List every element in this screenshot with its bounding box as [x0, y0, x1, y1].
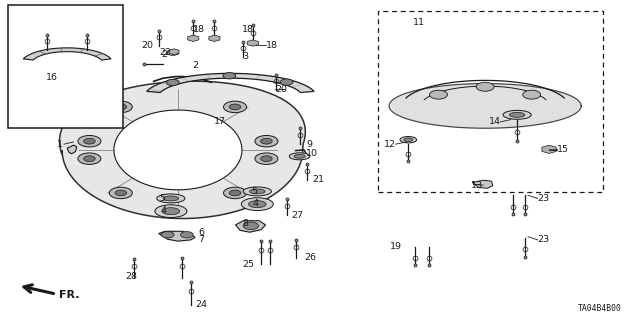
Polygon shape	[67, 145, 77, 154]
Polygon shape	[24, 48, 111, 60]
Text: 18: 18	[193, 25, 205, 34]
Ellipse shape	[289, 153, 310, 160]
Text: 17: 17	[214, 117, 227, 126]
Ellipse shape	[162, 208, 180, 215]
Polygon shape	[167, 49, 179, 56]
Text: 22: 22	[159, 48, 172, 57]
Polygon shape	[236, 221, 266, 232]
Text: 4: 4	[253, 199, 259, 208]
Polygon shape	[159, 231, 195, 241]
Circle shape	[260, 156, 272, 161]
Ellipse shape	[250, 189, 265, 194]
Ellipse shape	[294, 154, 305, 158]
Text: 3: 3	[242, 52, 248, 61]
Text: 28: 28	[125, 272, 138, 281]
Text: FR.: FR.	[59, 290, 79, 300]
Ellipse shape	[163, 196, 179, 201]
Text: 19: 19	[390, 242, 402, 251]
Text: 5: 5	[252, 187, 257, 196]
Circle shape	[84, 138, 95, 144]
Ellipse shape	[157, 194, 185, 203]
Text: 15: 15	[557, 145, 569, 154]
Ellipse shape	[243, 187, 271, 196]
Text: 21: 21	[312, 175, 324, 184]
Bar	[378, 11, 603, 192]
Text: 20: 20	[275, 85, 287, 94]
Text: 23: 23	[538, 235, 550, 244]
Circle shape	[260, 138, 272, 144]
Circle shape	[523, 90, 541, 99]
Circle shape	[109, 101, 132, 113]
Text: TA04B4B00: TA04B4B00	[578, 304, 622, 313]
Text: 5: 5	[159, 194, 165, 203]
Bar	[8, 5, 123, 128]
Circle shape	[243, 222, 259, 230]
Polygon shape	[472, 180, 493, 188]
Ellipse shape	[404, 138, 413, 142]
Circle shape	[229, 104, 241, 110]
Circle shape	[78, 153, 101, 164]
Text: 24: 24	[195, 300, 207, 309]
Polygon shape	[247, 40, 259, 46]
Circle shape	[223, 73, 236, 79]
Ellipse shape	[509, 112, 525, 117]
Ellipse shape	[503, 110, 531, 119]
Polygon shape	[188, 35, 199, 41]
Polygon shape	[542, 145, 556, 153]
Ellipse shape	[248, 201, 266, 208]
Polygon shape	[147, 73, 314, 93]
Text: 26: 26	[304, 253, 316, 262]
Circle shape	[255, 153, 278, 164]
Text: 12: 12	[383, 140, 396, 149]
Text: 25: 25	[243, 260, 255, 269]
Ellipse shape	[400, 137, 417, 143]
Text: 11: 11	[413, 18, 425, 27]
Circle shape	[78, 136, 101, 147]
Polygon shape	[169, 49, 179, 55]
Circle shape	[166, 79, 179, 86]
Text: 13: 13	[471, 181, 483, 189]
Circle shape	[280, 79, 293, 85]
Polygon shape	[114, 110, 242, 190]
Circle shape	[255, 136, 278, 147]
Text: 4: 4	[161, 206, 166, 215]
Circle shape	[229, 190, 241, 196]
Text: 8: 8	[242, 219, 248, 228]
Text: 18: 18	[242, 25, 254, 34]
Circle shape	[115, 104, 127, 110]
Text: 10: 10	[306, 149, 318, 158]
Text: 23: 23	[538, 194, 550, 203]
Circle shape	[115, 190, 127, 196]
Circle shape	[223, 101, 246, 113]
Text: 18: 18	[266, 41, 278, 50]
Text: 6: 6	[198, 228, 204, 237]
Text: 2: 2	[162, 50, 168, 59]
Circle shape	[161, 232, 174, 238]
Text: 14: 14	[488, 117, 500, 126]
Circle shape	[223, 187, 246, 199]
Circle shape	[84, 156, 95, 161]
Text: 20: 20	[141, 41, 154, 50]
Circle shape	[429, 90, 447, 99]
Text: 7: 7	[198, 235, 204, 244]
Circle shape	[180, 232, 193, 238]
Text: 16: 16	[46, 73, 58, 82]
Text: 27: 27	[291, 211, 303, 220]
Polygon shape	[209, 35, 220, 41]
Text: 9: 9	[306, 140, 312, 149]
Text: 1: 1	[57, 140, 63, 149]
Ellipse shape	[155, 205, 187, 218]
Circle shape	[109, 187, 132, 199]
Text: 2: 2	[193, 61, 198, 70]
Polygon shape	[390, 84, 580, 128]
Polygon shape	[60, 81, 305, 219]
Ellipse shape	[241, 198, 273, 211]
Circle shape	[476, 82, 494, 91]
